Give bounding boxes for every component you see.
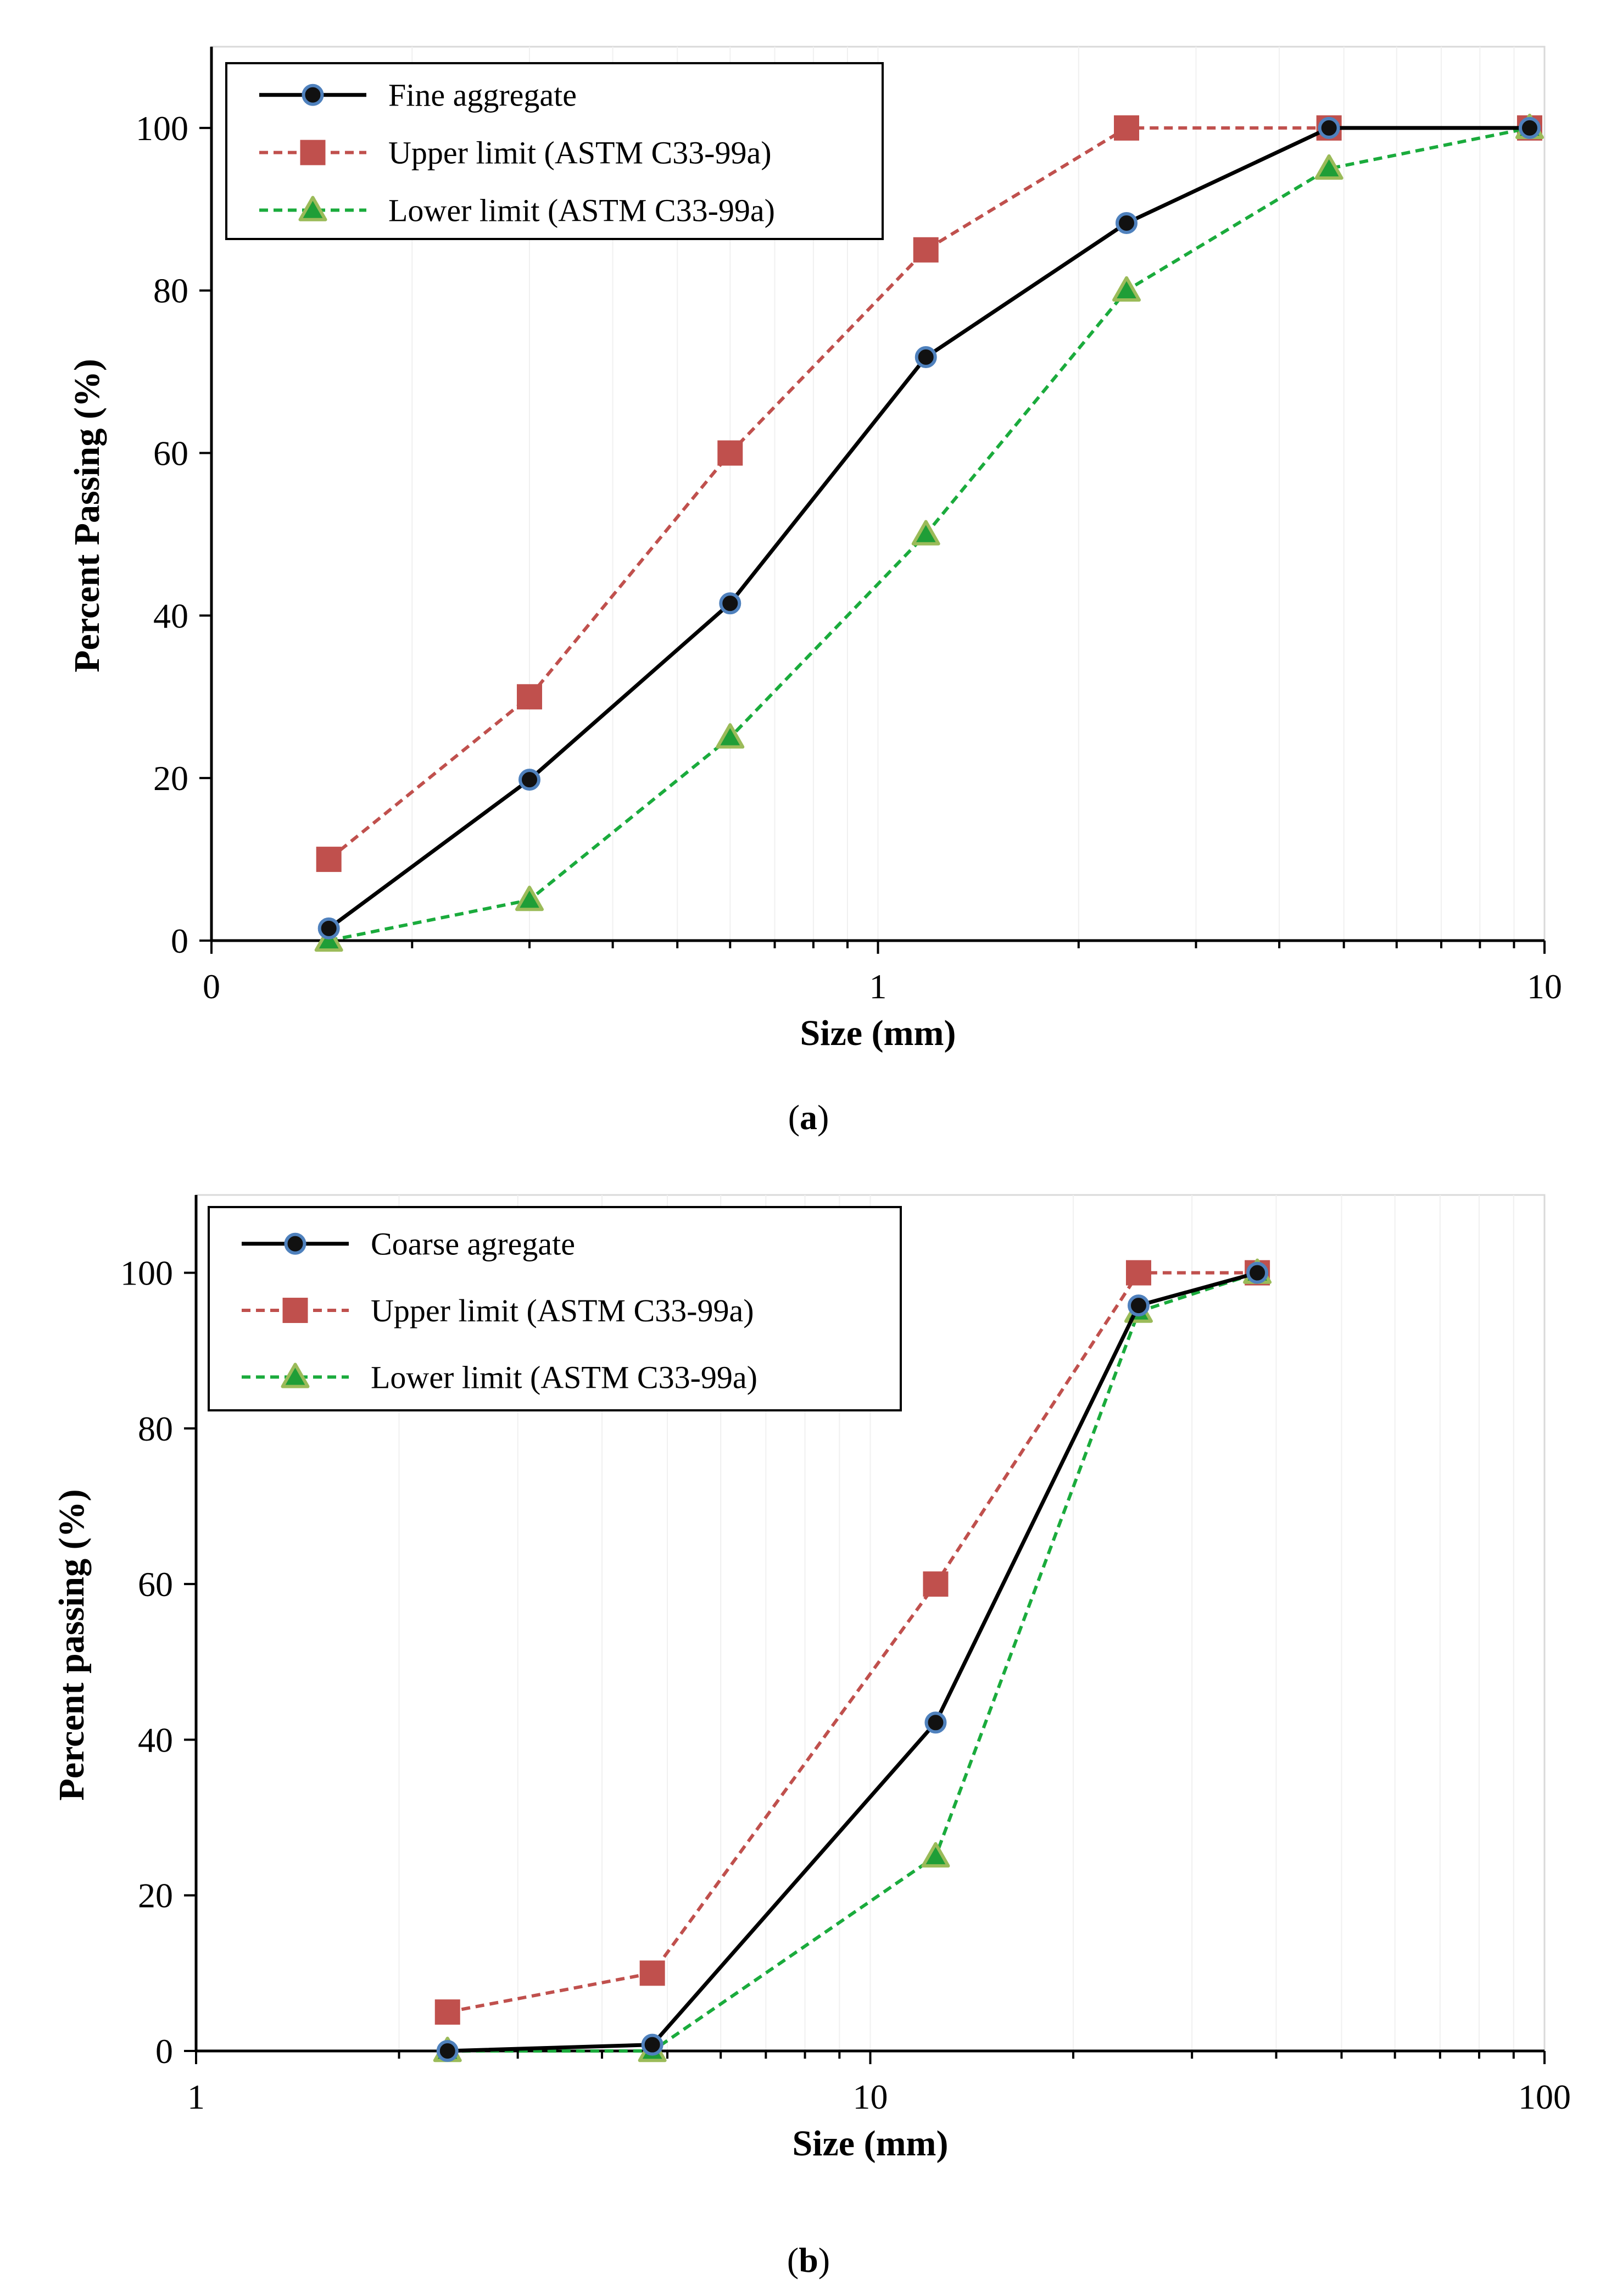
data-point xyxy=(1116,212,1138,234)
legend: Fine aggregate Upper limit (ASTM C33-99a)… xyxy=(225,62,884,240)
caption-close: ) xyxy=(818,2241,830,2280)
x-tick-label: 0 xyxy=(203,967,220,1006)
data-point xyxy=(1314,154,1343,180)
caption-letter: a xyxy=(800,1098,817,1137)
legend-marker xyxy=(284,1232,306,1255)
series-0 xyxy=(317,116,1541,939)
data-point xyxy=(915,346,937,369)
y-tick-label: 60 xyxy=(153,434,188,473)
x-tick-label: 1 xyxy=(869,967,887,1006)
data-point xyxy=(639,1960,665,1986)
y-tick-label: 60 xyxy=(138,1565,173,1604)
y-tick-label: 80 xyxy=(138,1409,173,1448)
y-tick-label: 100 xyxy=(136,109,188,148)
x-axis-title: Size (mm) xyxy=(792,2123,948,2164)
data-point xyxy=(641,2033,663,2056)
y-tick-label: 0 xyxy=(171,921,188,960)
y-tick-label: 20 xyxy=(138,1876,173,1915)
data-point xyxy=(1127,1294,1150,1317)
caption-open: ( xyxy=(788,1098,800,1137)
x-axis-title: Size (mm) xyxy=(800,1013,956,1053)
caption-close: ) xyxy=(817,1098,829,1137)
data-point xyxy=(1518,116,1541,139)
legend-label: Upper limit (ASTM C33-99a) xyxy=(388,135,772,171)
data-point xyxy=(911,520,940,546)
legend-label: Fine aggregate xyxy=(388,77,577,113)
data-point xyxy=(716,723,745,749)
figure-caption: (a) xyxy=(788,1098,829,1137)
y-axis-title: Percent Passing (%) xyxy=(67,359,107,672)
data-point xyxy=(518,769,540,791)
x-tick-label: 10 xyxy=(1527,967,1562,1006)
caption-letter: b xyxy=(799,2241,818,2280)
figure-caption: (b) xyxy=(787,2241,830,2280)
data-point xyxy=(434,1999,460,2025)
data-point xyxy=(923,1571,949,1597)
x-tick-label: 1 xyxy=(187,2077,205,2116)
data-point xyxy=(317,917,340,939)
data-point xyxy=(316,847,342,872)
legend-label: Coarse agregate xyxy=(371,1226,575,1262)
legend-label: Lower limit (ASTM C33-99a) xyxy=(371,1359,757,1395)
data-point xyxy=(1114,115,1140,141)
legend-marker xyxy=(298,196,327,221)
y-tick-label: 20 xyxy=(153,759,188,798)
legend: Coarse agregate Upper limit (ASTM C33-99a… xyxy=(208,1206,902,1411)
legend-marker xyxy=(300,140,326,165)
data-point xyxy=(1125,1260,1151,1286)
y-tick-label: 40 xyxy=(153,596,188,635)
y-tick-label: 80 xyxy=(153,271,188,310)
data-point xyxy=(717,440,743,466)
data-point xyxy=(1112,276,1141,302)
legend-marker xyxy=(302,84,324,106)
y-tick-label: 100 xyxy=(120,1254,173,1293)
y-tick-label: 40 xyxy=(138,1720,173,1759)
y-tick-label: 0 xyxy=(155,2032,173,2071)
data-point xyxy=(719,592,741,615)
legend-marker xyxy=(281,1363,310,1388)
data-point xyxy=(913,237,939,263)
data-point xyxy=(515,886,544,911)
y-axis-title: Percent passing (%) xyxy=(52,1489,92,1800)
data-point xyxy=(924,1711,947,1734)
data-point xyxy=(1318,116,1340,139)
legend-label: Upper limit (ASTM C33-99a) xyxy=(371,1293,754,1328)
chart-b: 0 20 40 60 80 100 1 10 100 Size (mm) Percent passi… xyxy=(52,1194,1571,2280)
data-point xyxy=(921,1842,950,1868)
legend-marker xyxy=(282,1298,308,1324)
data-point xyxy=(516,684,542,710)
x-tick-label: 100 xyxy=(1518,2077,1571,2116)
data-point xyxy=(436,2040,459,2062)
chart-a: 0 20 40 60 80 100 0 1 10 Size (mm) Percent Passing… xyxy=(67,46,1562,1137)
series-0 xyxy=(436,1261,1269,2062)
data-point xyxy=(1246,1261,1269,1284)
x-tick-label: 10 xyxy=(853,2077,888,2116)
caption-open: ( xyxy=(787,2241,799,2280)
legend-label: Lower limit (ASTM C33-99a) xyxy=(388,193,775,229)
legend-box xyxy=(208,1206,902,1411)
